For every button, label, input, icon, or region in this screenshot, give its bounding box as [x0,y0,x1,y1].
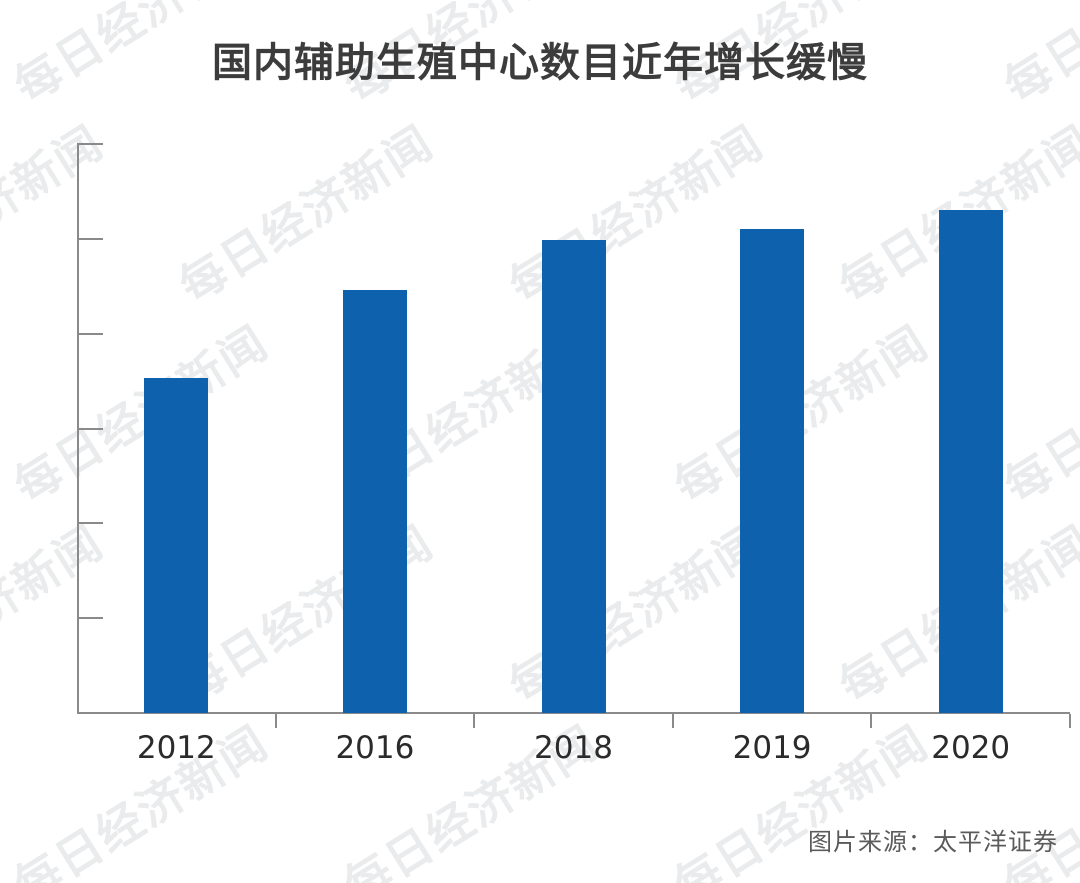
y-axis-tick [77,332,103,335]
y-axis-tick [77,522,103,525]
x-axis-tick [870,714,873,728]
bar-2016 [342,290,407,713]
x-axis-tick [671,714,674,728]
y-axis-tick [77,143,103,145]
x-axis-tick-label: 2012 [136,730,216,766]
x-axis-tick-label: 2018 [534,730,613,766]
y-axis-tick [77,712,103,714]
bar-2018 [541,239,606,713]
source-note: 图片来源：太平洋证券 [808,828,1058,856]
x-axis-line [77,712,1070,714]
y-axis-tick [77,427,103,430]
x-axis-tick [473,714,476,728]
bar-2012 [144,378,209,713]
bar-2019 [740,229,805,713]
x-axis-tick-label: 2019 [732,730,812,766]
y-axis-tick [77,237,103,240]
page-title: 国内辅助生殖中心数目近年增长缓慢 [212,40,868,86]
bar-2020 [938,210,1003,713]
x-axis-tick-label: 2020 [931,730,1011,766]
x-axis-tick [1069,714,1071,728]
y-axis-tick [77,617,103,620]
x-axis-tick [274,714,277,728]
x-axis-tick-label: 2016 [335,730,415,766]
